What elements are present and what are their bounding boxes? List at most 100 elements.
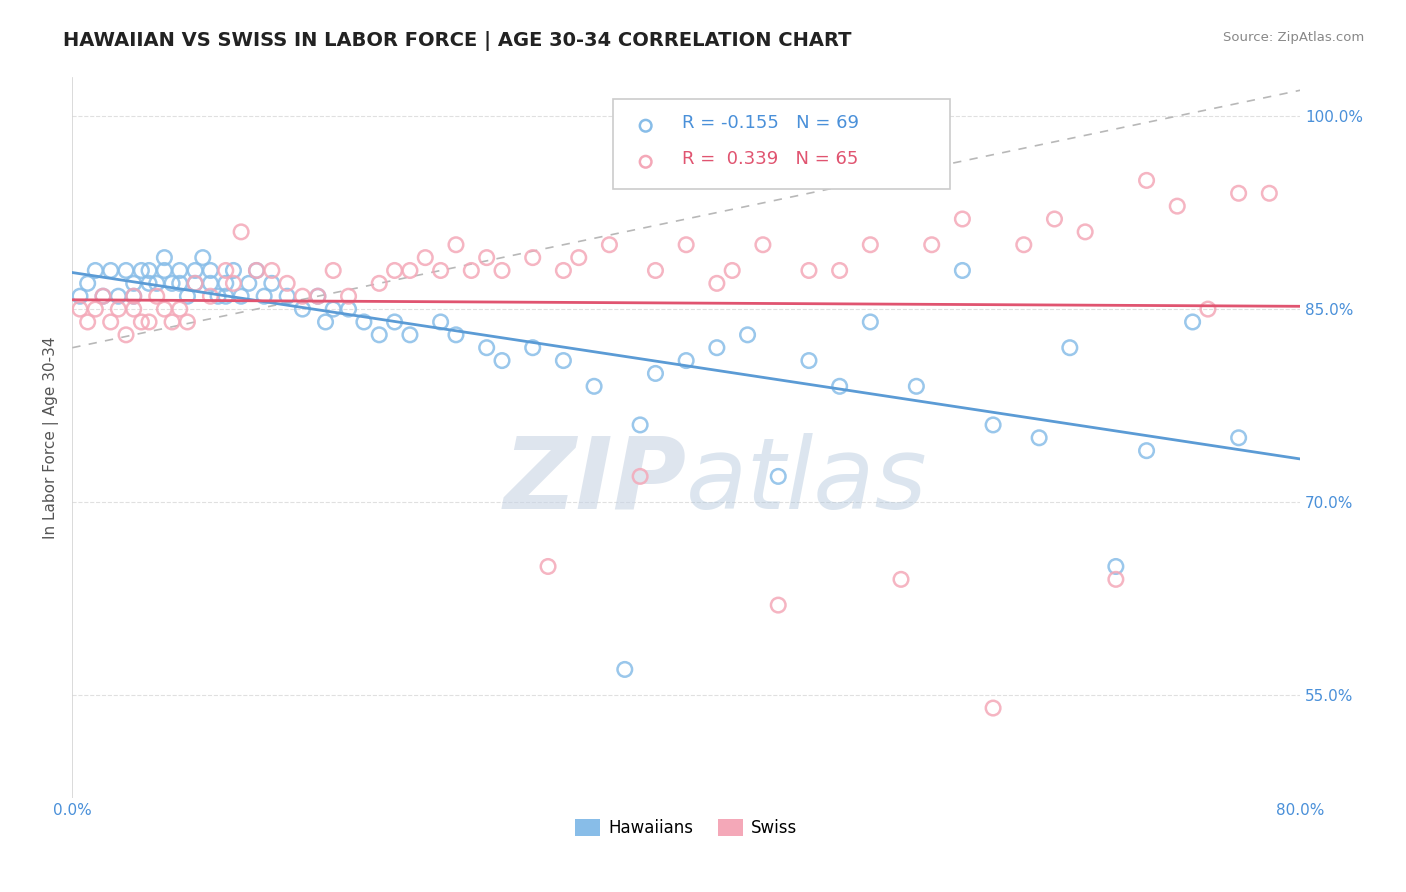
Point <box>100 263 122 277</box>
Point <box>1135 173 1157 187</box>
Point <box>721 263 744 277</box>
Point <box>568 251 591 265</box>
Point <box>399 263 422 277</box>
Point <box>107 302 129 317</box>
Point <box>613 662 636 676</box>
Point <box>460 263 482 277</box>
Point <box>153 251 176 265</box>
Point <box>644 263 666 277</box>
Point <box>200 263 222 277</box>
Point <box>1181 315 1204 329</box>
Point <box>122 289 145 303</box>
Point <box>153 263 176 277</box>
Point <box>253 289 276 303</box>
Point <box>337 289 360 303</box>
Point <box>444 327 467 342</box>
Point <box>429 315 451 329</box>
Point <box>1059 341 1081 355</box>
FancyBboxPatch shape <box>613 99 950 189</box>
Point <box>215 289 238 303</box>
Point <box>1135 443 1157 458</box>
Point <box>122 302 145 317</box>
Point <box>537 559 560 574</box>
Point <box>981 701 1004 715</box>
Point <box>245 263 267 277</box>
Point <box>413 251 436 265</box>
Point <box>145 289 167 303</box>
Point <box>429 263 451 277</box>
Point <box>307 289 329 303</box>
Point <box>778 195 800 210</box>
Point <box>215 263 238 277</box>
Point <box>981 417 1004 432</box>
Point <box>145 277 167 291</box>
Point <box>191 251 214 265</box>
Point <box>384 263 406 277</box>
Point <box>475 251 498 265</box>
Point <box>1074 225 1097 239</box>
Point <box>337 302 360 317</box>
Point <box>222 277 245 291</box>
Point <box>69 289 91 303</box>
Point <box>475 341 498 355</box>
Point <box>276 289 298 303</box>
Point <box>176 289 198 303</box>
Point <box>797 263 820 277</box>
Point <box>176 315 198 329</box>
Point <box>368 327 391 342</box>
Point <box>100 315 122 329</box>
Text: atlas: atlas <box>686 433 928 530</box>
Point <box>238 277 260 291</box>
Point <box>1258 186 1281 201</box>
Point <box>628 417 651 432</box>
Point <box>107 289 129 303</box>
Point <box>522 251 544 265</box>
Point <box>184 263 207 277</box>
Point <box>444 237 467 252</box>
Point <box>583 379 606 393</box>
Point <box>245 263 267 277</box>
Point <box>315 315 337 329</box>
Point <box>76 277 98 291</box>
Point <box>768 598 790 612</box>
Point <box>706 341 728 355</box>
Point <box>131 263 153 277</box>
Point <box>169 277 191 291</box>
Point <box>84 263 107 277</box>
Point <box>307 289 329 303</box>
Point <box>522 341 544 355</box>
Point <box>1105 573 1128 587</box>
Point <box>628 469 651 483</box>
Point <box>91 289 114 303</box>
Point <box>131 315 153 329</box>
Point <box>122 277 145 291</box>
Legend: Hawaiians, Swiss: Hawaiians, Swiss <box>568 813 804 844</box>
Point <box>950 263 973 277</box>
Point <box>905 379 928 393</box>
Point <box>890 573 912 587</box>
Point <box>1227 186 1250 201</box>
Text: R = -0.155   N = 69: R = -0.155 N = 69 <box>682 114 859 132</box>
Point <box>229 289 252 303</box>
Point <box>84 302 107 317</box>
Point <box>122 289 145 303</box>
Point <box>276 277 298 291</box>
Text: R =  0.339   N = 65: R = 0.339 N = 65 <box>682 150 859 168</box>
Point <box>322 302 344 317</box>
Point <box>229 225 252 239</box>
Point <box>921 237 943 252</box>
Point <box>1105 559 1128 574</box>
Point <box>797 353 820 368</box>
Point <box>138 315 160 329</box>
Point <box>368 277 391 291</box>
Point <box>737 327 759 342</box>
Point <box>69 302 91 317</box>
Point <box>598 237 620 252</box>
Point <box>491 263 513 277</box>
Point <box>950 212 973 227</box>
Point <box>1227 431 1250 445</box>
Point <box>353 315 375 329</box>
Point <box>675 237 697 252</box>
Point <box>115 327 138 342</box>
Point <box>160 277 183 291</box>
